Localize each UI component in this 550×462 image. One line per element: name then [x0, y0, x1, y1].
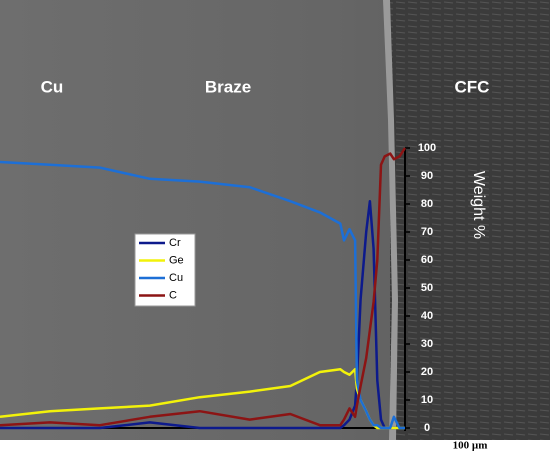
y-axis-title: Weight % — [470, 171, 487, 239]
y-tick-label: 50 — [421, 282, 433, 294]
y-tick-label: 0 — [424, 422, 430, 434]
y-tick-label: 90 — [421, 170, 433, 182]
y-tick-label: 30 — [421, 338, 433, 350]
y-tick-label: 10 — [421, 394, 433, 406]
y-tick-label: 60 — [421, 254, 433, 266]
y-tick-label: 20 — [421, 366, 433, 378]
legend-label: Cu — [169, 272, 183, 284]
y-tick-label: 70 — [421, 226, 433, 238]
legend-label: Ge — [169, 254, 184, 266]
region-label: CFC — [455, 77, 490, 96]
region-label: Braze — [205, 77, 251, 96]
y-tick-label: 80 — [421, 198, 433, 210]
y-tick-label: 100 — [418, 142, 436, 154]
region-label: Cu — [41, 77, 64, 96]
scale-label: 100 µm — [453, 440, 488, 452]
y-tick-label: 40 — [421, 310, 433, 322]
chart: Cu Braze CFC 0 10 20 30 40 50 60 70 80 90 100 Weight %… — [0, 0, 550, 462]
legend-label: Cr — [169, 237, 181, 249]
legend-label: C — [169, 289, 177, 301]
